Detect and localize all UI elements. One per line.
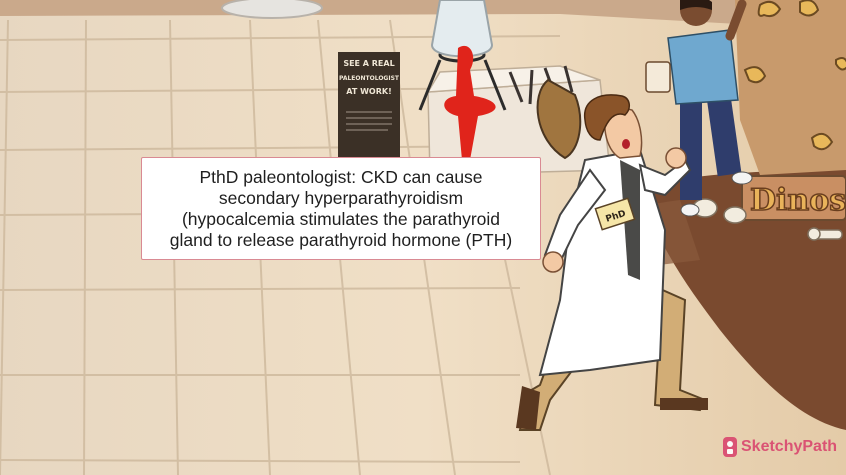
background-person — [645, 0, 753, 217]
watermark-text: SketchyPath — [741, 438, 838, 455]
caption-box: PthD paleontologist: CKD can cause secon… — [141, 157, 541, 260]
back-wall — [0, 0, 846, 30]
caption-line-4: gland to release parathyroid hormone (PT… — [169, 229, 513, 250]
ceiling-fixture — [221, 0, 323, 19]
character-hair — [584, 94, 630, 141]
dinos-sign-board — [741, 175, 846, 221]
caption-line-2: secondary hyperparathyroidism — [218, 187, 464, 208]
dig-site-wall — [735, 0, 846, 175]
flask-on-stand — [418, 0, 507, 111]
dig-site-dirt — [640, 165, 846, 430]
caption-line-1: PthD paleontologist: CKD can cause — [199, 166, 483, 187]
sign-line-1: SEE A REAL — [343, 59, 394, 68]
bones — [692, 198, 843, 241]
red-spill — [444, 45, 496, 160]
paleontologist-character: PhD — [516, 94, 708, 431]
sign-line-2: PALEONTOLOGIST — [339, 75, 400, 82]
dinos-sign-text: Dinos — [750, 183, 846, 218]
fedora-hat — [536, 78, 582, 160]
sketchy-logo-icon — [723, 437, 737, 457]
phd-badge — [594, 197, 636, 231]
sketchy-watermark: SketchyPath — [722, 432, 837, 462]
paleontologist-sign-board — [338, 52, 400, 160]
sign-line-3: AT WORK! — [346, 87, 391, 96]
caption-line-3: (hypocalcemia stimulates the parathyroid — [181, 208, 501, 229]
